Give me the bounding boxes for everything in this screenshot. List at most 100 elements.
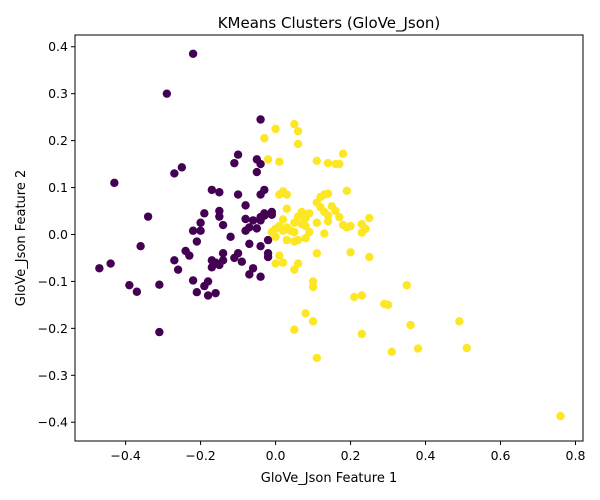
data-point-cluster-0 (177, 163, 187, 172)
y-tick-label: 0.1 (48, 180, 68, 195)
data-point-cluster-0 (173, 265, 183, 274)
data-point-cluster-1 (301, 309, 310, 318)
data-point-cluster-1 (402, 280, 411, 290)
data-point-cluster-1 (413, 344, 423, 353)
data-point-cluster-0 (211, 288, 220, 298)
x-tick-label: −0.2 (185, 448, 215, 463)
data-point-cluster-1 (365, 252, 374, 262)
data-point-cluster-0 (207, 185, 217, 195)
data-point-cluster-1 (312, 218, 322, 227)
data-point-cluster-1 (365, 213, 374, 223)
data-point-cluster-1 (312, 249, 322, 258)
data-point-cluster-0 (188, 49, 198, 58)
data-point-cluster-1 (260, 134, 269, 143)
data-point-cluster-1 (383, 300, 393, 310)
data-point-cluster-1 (290, 227, 299, 237)
data-point-cluster-0 (245, 270, 254, 279)
data-point-cluster-1 (290, 265, 299, 274)
data-point-cluster-0 (256, 216, 265, 225)
data-point-cluster-1 (305, 227, 314, 237)
data-point-cluster-0 (218, 249, 228, 258)
data-point-cluster-1 (278, 258, 288, 267)
y-tick-label: −0.2 (38, 321, 68, 336)
data-point-cluster-0 (207, 263, 217, 272)
data-point-cluster-1 (346, 248, 355, 257)
data-point-cluster-1 (282, 190, 292, 199)
data-point-cluster-0 (200, 209, 209, 218)
data-point-cluster-1 (301, 234, 310, 243)
data-point-cluster-0 (233, 150, 243, 159)
data-point-cluster-0 (196, 218, 205, 227)
data-point-cluster-0 (203, 291, 213, 300)
y-axis-label: GloVe_Json Feature 2 (14, 170, 29, 306)
data-point-cluster-0 (192, 237, 202, 246)
data-point-cluster-0 (263, 249, 273, 258)
data-point-cluster-1 (323, 189, 333, 198)
data-point-cluster-1 (282, 235, 292, 245)
data-point-cluster-0 (95, 264, 104, 273)
data-point-cluster-0 (215, 212, 224, 221)
data-point-cluster-1 (335, 159, 344, 169)
data-point-cluster-1 (308, 282, 318, 292)
x-tick-label: 0.4 (416, 448, 436, 463)
data-point-cluster-1 (301, 221, 310, 231)
data-point-cluster-1 (462, 343, 471, 353)
plot-frame (74, 34, 584, 442)
points-layer (95, 49, 565, 421)
data-point-cluster-0 (143, 212, 153, 221)
data-point-cluster-1 (290, 325, 299, 334)
x-tick-label: 0.8 (566, 448, 586, 463)
data-point-cluster-1 (305, 209, 314, 218)
x-tick-label: 0.2 (341, 448, 361, 463)
data-point-cluster-1 (293, 259, 303, 268)
data-point-cluster-0 (185, 251, 194, 260)
data-point-cluster-0 (218, 220, 228, 230)
data-point-cluster-1 (275, 157, 284, 166)
data-point-cluster-0 (252, 167, 262, 177)
data-point-cluster-0 (245, 239, 254, 249)
data-point-cluster-0 (155, 280, 164, 289)
data-point-cluster-0 (192, 288, 202, 297)
data-point-cluster-0 (267, 210, 277, 219)
x-tick-label: 0.0 (266, 448, 286, 463)
data-point-cluster-0 (233, 190, 243, 199)
data-point-cluster-0 (256, 159, 265, 169)
data-point-cluster-0 (263, 235, 273, 245)
data-point-cluster-1 (290, 218, 299, 227)
y-tick-label: 0.2 (48, 133, 68, 148)
data-point-cluster-0 (256, 242, 265, 251)
data-point-cluster-1 (455, 317, 464, 326)
data-point-cluster-0 (226, 232, 235, 242)
data-point-cluster-0 (132, 287, 142, 296)
data-point-cluster-1 (312, 353, 322, 363)
data-point-cluster-1 (357, 291, 366, 300)
data-point-cluster-1 (320, 229, 329, 238)
data-point-cluster-0 (241, 214, 250, 224)
data-point-cluster-0 (248, 264, 258, 273)
data-point-cluster-1 (282, 204, 292, 213)
data-point-cluster-1 (387, 347, 396, 357)
data-point-cluster-0 (110, 178, 119, 188)
data-point-cluster-0 (245, 223, 254, 232)
data-point-cluster-0 (256, 272, 265, 281)
y-tick-label: −0.4 (38, 415, 68, 430)
data-point-cluster-0 (196, 226, 205, 235)
data-point-cluster-0 (237, 257, 247, 266)
x-tick-label: −0.4 (110, 448, 140, 463)
y-tick-label: 0.3 (48, 86, 68, 101)
data-point-cluster-0 (207, 256, 217, 265)
data-point-cluster-1 (338, 149, 348, 158)
data-point-cluster-1 (293, 235, 303, 245)
x-axis: −0.4 −0.2 0.0 0.2 0.4 0.6 0.8 (110, 441, 585, 463)
data-point-cluster-0 (260, 185, 269, 195)
data-point-cluster-1 (290, 119, 299, 129)
data-point-cluster-0 (136, 242, 145, 251)
data-point-cluster-0 (188, 226, 198, 235)
data-point-cluster-1 (335, 212, 344, 222)
x-axis-label: GloVe_Json Feature 1 (261, 471, 397, 486)
data-point-cluster-0 (188, 276, 198, 285)
data-point-cluster-0 (155, 327, 164, 337)
data-point-cluster-0 (230, 158, 239, 168)
data-point-cluster-1 (271, 124, 280, 134)
